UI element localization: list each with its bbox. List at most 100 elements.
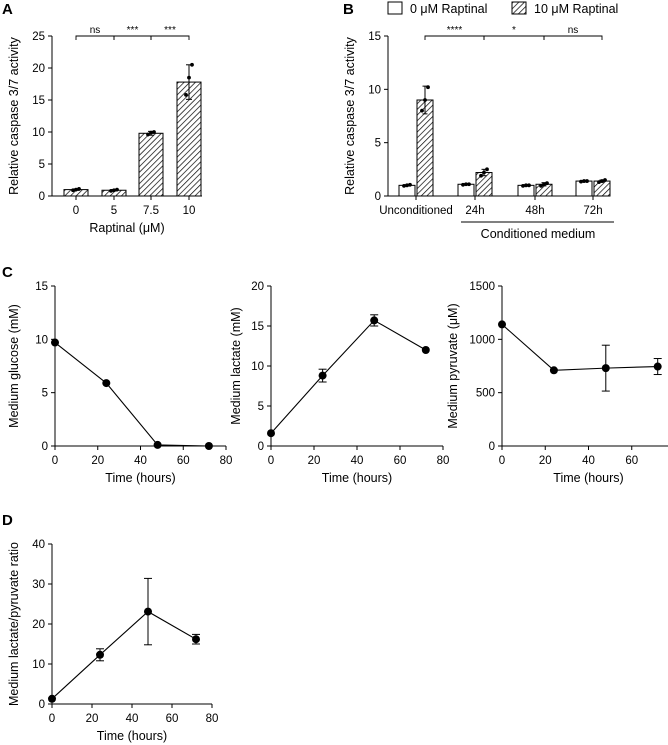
x-axis-label: Time (hours)	[105, 471, 175, 485]
x-tick-label: 20	[308, 455, 321, 467]
replicate-point	[600, 179, 604, 183]
data-point	[421, 346, 430, 354]
significance-label: ns	[568, 25, 579, 36]
bar-10um	[416, 99, 434, 197]
y-axis-label: Relative caspase 3/7 activity	[7, 36, 21, 194]
x-tick-label: 40	[351, 455, 364, 467]
y-tick-label: 0	[258, 441, 264, 453]
series-line	[51, 610, 197, 700]
x-tick-label: 40	[126, 713, 139, 725]
significance-label: ***	[127, 25, 139, 36]
significance-bracket	[150, 35, 190, 40]
replicate-point	[405, 183, 409, 188]
y-tick-label: 10	[251, 361, 264, 373]
data-point	[370, 316, 379, 325]
x-tick-label: 0	[52, 455, 58, 467]
group-label: Conditioned medium	[481, 227, 596, 241]
x-tick-label: 0	[49, 713, 55, 725]
panel-label-b: B	[343, 1, 354, 18]
data-point	[102, 379, 111, 388]
x-tick-label: 60	[166, 713, 179, 725]
y-axis-label: Medium lactate (mM)	[229, 307, 243, 424]
data-point	[653, 362, 662, 371]
y-tick-label: 20	[251, 281, 264, 293]
y-axis-label: Medium glucose (mM)	[7, 304, 21, 428]
replicate-point	[149, 130, 153, 135]
data-point	[192, 635, 200, 644]
y-tick-label: 1000	[469, 334, 495, 346]
significance-bracket	[543, 35, 603, 40]
panel-label-c: C	[2, 264, 13, 281]
significance-label: ns	[90, 25, 101, 36]
y-tick-label: 5	[375, 138, 381, 150]
y-tick-label: 0	[375, 191, 381, 203]
replicate-point	[461, 182, 465, 187]
replicate-point	[184, 92, 188, 97]
significance-bracket	[75, 35, 115, 40]
data-point	[144, 607, 152, 616]
legend-label-0um: 0 μM Raptinal	[410, 2, 487, 16]
significance-label: ****	[447, 25, 463, 36]
x-tick-label: 20	[539, 455, 552, 467]
replicate-point	[579, 179, 583, 184]
y-tick-label: 500	[476, 388, 495, 400]
x-tick-label: 40	[134, 455, 147, 467]
replicate-point	[423, 98, 427, 102]
y-axis-label: Medium lactate/pyruvate ratio	[7, 542, 21, 706]
x-tick-label: 80	[220, 455, 233, 467]
replicate-point	[479, 173, 483, 178]
x-tick-label: 60	[625, 455, 638, 467]
y-axis-label: Medium pyruvate (μM)	[446, 303, 460, 428]
y-tick-label: 0	[42, 441, 48, 453]
y-tick-label: 20	[32, 619, 45, 631]
replicate-point	[603, 178, 607, 182]
significance-bracket	[113, 35, 152, 40]
x-tick-label: 0	[73, 205, 79, 217]
y-tick-label: 20	[32, 63, 45, 75]
replicate-point	[464, 182, 468, 187]
y-tick-label: 15	[32, 95, 45, 107]
replicate-point	[74, 187, 78, 192]
y-tick-label: 5	[39, 159, 45, 171]
y-tick-label: 5	[258, 401, 264, 413]
significance-label: *	[512, 25, 516, 36]
panel-label-d: D	[2, 512, 13, 529]
data-point	[498, 320, 506, 329]
replicate-point	[71, 188, 75, 193]
legend-swatch-0um	[387, 1, 403, 15]
replicate-point	[585, 179, 589, 183]
replicate-point	[467, 182, 471, 187]
significance-label: ***	[164, 25, 176, 36]
data-point	[601, 364, 610, 373]
y-tick-label: 15	[251, 321, 264, 333]
chart-a-caspase-vs-raptinal: 0 5 10 15 20 25 Relative caspase 3/7 activity 0…	[7, 25, 202, 235]
y-tick-label: 40	[32, 539, 45, 551]
data-point	[318, 371, 327, 380]
replicate-point	[77, 187, 81, 191]
y-tick-label: 10	[368, 84, 381, 96]
data-point	[48, 694, 56, 703]
x-axis-label: Time (hours)	[322, 471, 392, 485]
x-tick-label: 40	[582, 455, 595, 467]
chart-d-lactate-pyruvate-ratio: 0 10 20 30 40 Medium lactate/pyruvate ratio 0 2…	[7, 539, 218, 743]
replicate-point	[112, 188, 116, 193]
x-axis-label: Time (hours)	[97, 729, 167, 743]
replicate-point	[402, 183, 406, 188]
x-tick-label: 7.5	[143, 205, 159, 217]
x-tick-label: 80	[437, 455, 450, 467]
x-tick-label: 48h	[525, 205, 544, 217]
x-tick-label: Unconditioned	[379, 205, 453, 217]
data-point	[549, 366, 558, 375]
replicate-point	[187, 75, 191, 80]
replicate-point	[524, 183, 528, 188]
series-line	[54, 342, 209, 447]
y-tick-label: 15	[35, 281, 48, 293]
legend-label-10um: 10 μM Raptinal	[534, 2, 618, 16]
replicate-point	[539, 183, 543, 188]
x-tick-label: 0	[499, 455, 505, 467]
replicate-point	[426, 85, 430, 90]
replicate-point	[115, 187, 119, 192]
y-tick-label: 0	[489, 441, 495, 453]
x-tick-label: 72h	[583, 205, 602, 217]
